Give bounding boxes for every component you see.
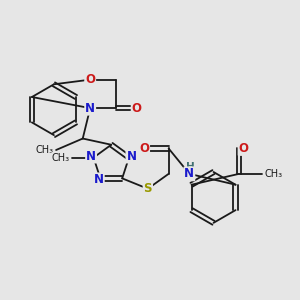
Text: N: N [85,102,95,115]
Text: H: H [186,162,194,172]
Text: CH₃: CH₃ [35,145,54,155]
Text: CH₃: CH₃ [52,153,70,163]
Text: S: S [144,182,152,195]
Text: O: O [238,142,249,155]
Text: O: O [139,142,149,155]
Text: CH₃: CH₃ [264,169,282,179]
Text: N: N [184,167,194,180]
Text: O: O [85,73,95,86]
Text: O: O [132,102,142,115]
Text: N: N [94,173,104,186]
Text: N: N [86,149,96,163]
Text: N: N [126,149,136,163]
